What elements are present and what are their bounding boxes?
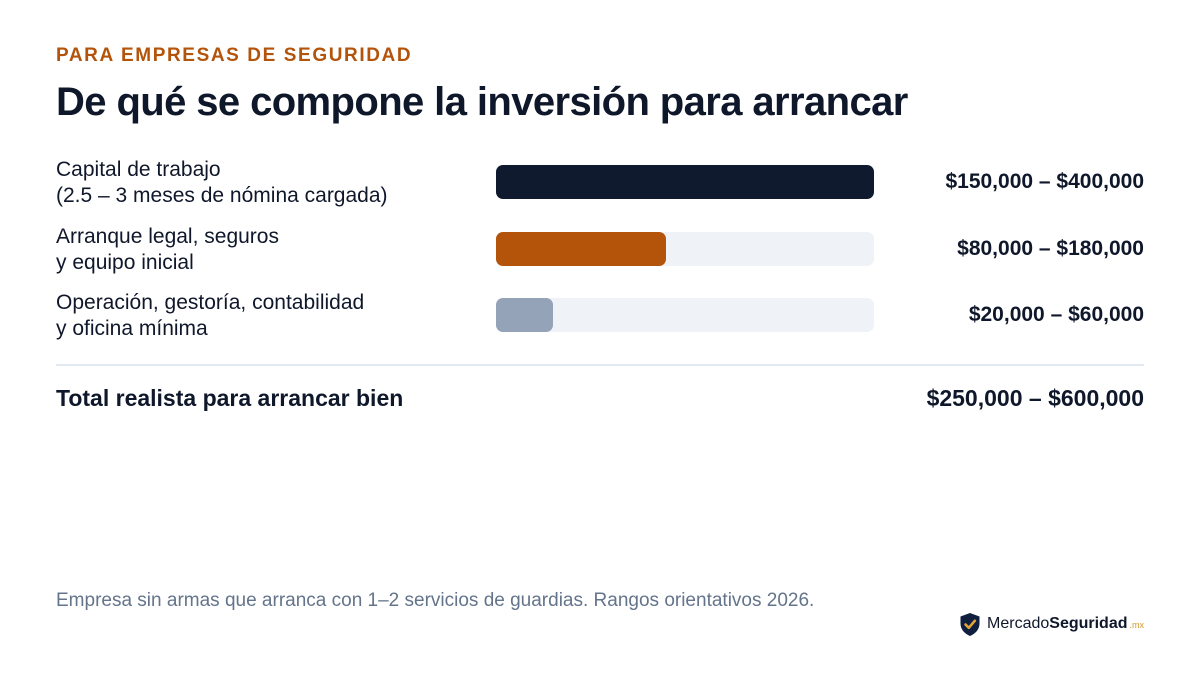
- chart-row: Capital de trabajo (2.5 – 3 meses de nómi…: [56, 157, 1144, 213]
- row-label-line: Arranque legal, seguros: [56, 225, 279, 248]
- total-divider: [56, 364, 1144, 366]
- bar-track: [496, 298, 874, 332]
- brand-logo: MercadoSeguridad .mx: [959, 610, 1144, 638]
- brand-tld: .mx: [1129, 620, 1145, 630]
- row-value: $20,000 – $60,000: [968, 303, 1144, 326]
- row-label: Capital de trabajo (2.5 – 3 meses de nómi…: [56, 157, 476, 209]
- row-label-line: y equipo inicial: [56, 251, 194, 274]
- row-value: $80,000 – $180,000: [957, 237, 1144, 260]
- row-label-line: y oficina mínima: [56, 317, 208, 340]
- bar-track: [496, 165, 874, 199]
- row-label: Arranque legal, seguros y equipo inicial: [56, 224, 476, 276]
- shield-check-icon: [960, 612, 980, 636]
- brand-name-bold: Seguridad: [1049, 615, 1128, 632]
- footnote: Empresa sin armas que arranca con 1–2 se…: [56, 590, 815, 611]
- bar-fill: [496, 165, 874, 199]
- chart-row: Operación, gestoría, contabilidad y ofici…: [56, 290, 1144, 346]
- bar-track: [496, 232, 874, 266]
- total-value: $250,000 – $600,000: [926, 385, 1144, 411]
- brand-name: MercadoSeguridad .mx: [987, 615, 1144, 633]
- row-value: $150,000 – $400,000: [945, 170, 1144, 193]
- chart-row: Arranque legal, seguros y equipo inicial $…: [56, 224, 1144, 280]
- page-title: De qué se compone la inversión para arra…: [56, 80, 908, 124]
- bar-fill: [496, 298, 553, 332]
- brand-name-regular: Mercado: [987, 615, 1050, 632]
- row-label: Operación, gestoría, contabilidad y ofici…: [56, 290, 476, 342]
- total-label: Total realista para arrancar bien: [56, 385, 404, 411]
- row-label-line: Operación, gestoría, contabilidad: [56, 291, 365, 314]
- row-label-line: Capital de trabajo: [56, 158, 221, 181]
- eyebrow-label: PARA EMPRESAS DE SEGURIDAD: [56, 45, 413, 66]
- bar-fill: [496, 232, 666, 266]
- row-label-line: (2.5 – 3 meses de nómina cargada): [56, 184, 388, 207]
